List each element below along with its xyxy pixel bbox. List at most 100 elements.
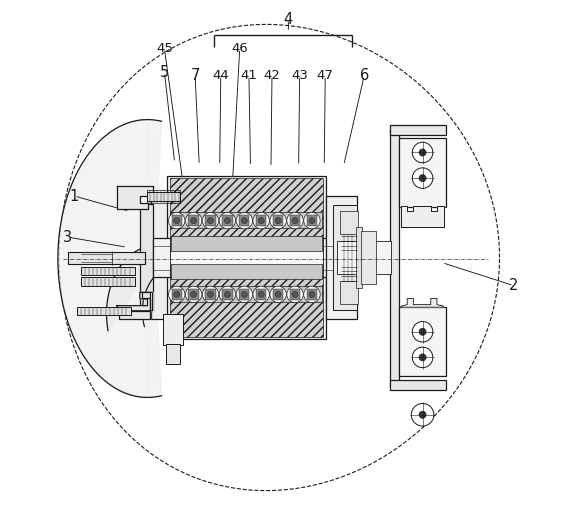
Text: 7: 7 xyxy=(190,68,200,83)
Bar xyxy=(68,252,145,264)
Circle shape xyxy=(309,291,315,298)
Circle shape xyxy=(253,212,269,229)
Bar xyxy=(188,289,199,300)
Circle shape xyxy=(275,217,281,224)
Text: 46: 46 xyxy=(231,42,248,55)
Polygon shape xyxy=(107,246,163,331)
Circle shape xyxy=(236,212,252,229)
Text: 47: 47 xyxy=(317,69,333,82)
Polygon shape xyxy=(117,186,153,210)
Circle shape xyxy=(303,286,320,303)
Text: 3: 3 xyxy=(63,230,72,245)
Bar xyxy=(153,238,337,277)
Circle shape xyxy=(203,286,219,303)
Circle shape xyxy=(292,217,298,224)
Polygon shape xyxy=(58,119,161,398)
Text: 5: 5 xyxy=(160,64,169,80)
Bar xyxy=(273,215,284,226)
Circle shape xyxy=(309,217,315,224)
Bar xyxy=(390,125,446,134)
Bar xyxy=(326,196,357,319)
Circle shape xyxy=(224,217,231,224)
Polygon shape xyxy=(117,293,153,311)
Circle shape xyxy=(168,286,185,303)
Bar xyxy=(340,281,357,304)
Bar xyxy=(337,241,391,274)
Bar xyxy=(205,289,215,300)
Bar xyxy=(171,215,182,226)
Bar xyxy=(390,381,446,390)
Circle shape xyxy=(270,286,286,303)
Circle shape xyxy=(207,217,214,224)
Bar xyxy=(151,196,174,319)
Bar xyxy=(167,344,180,364)
Circle shape xyxy=(258,291,264,298)
Text: 4: 4 xyxy=(284,12,293,27)
Text: 2: 2 xyxy=(509,278,518,293)
Circle shape xyxy=(224,291,231,298)
Circle shape xyxy=(191,291,197,298)
Bar xyxy=(239,215,249,226)
Text: 41: 41 xyxy=(241,69,257,82)
Circle shape xyxy=(412,321,433,342)
Circle shape xyxy=(412,142,433,163)
Circle shape xyxy=(236,286,252,303)
Circle shape xyxy=(419,411,426,418)
Bar xyxy=(390,129,399,386)
Bar xyxy=(170,178,323,253)
Bar xyxy=(256,289,266,300)
Bar xyxy=(307,289,317,300)
Bar xyxy=(170,262,323,337)
Bar xyxy=(290,289,300,300)
Bar xyxy=(399,307,446,376)
Circle shape xyxy=(191,217,197,224)
Bar xyxy=(340,211,357,234)
Bar xyxy=(307,215,317,226)
Bar xyxy=(239,289,249,300)
Circle shape xyxy=(270,212,286,229)
Bar xyxy=(167,176,326,339)
Circle shape xyxy=(411,403,434,426)
Circle shape xyxy=(303,212,320,229)
Circle shape xyxy=(412,347,433,368)
Circle shape xyxy=(258,217,264,224)
Text: 43: 43 xyxy=(291,69,308,82)
Circle shape xyxy=(174,217,180,224)
Circle shape xyxy=(419,149,426,156)
Bar xyxy=(222,289,232,300)
Bar xyxy=(188,215,199,226)
Circle shape xyxy=(253,286,269,303)
Polygon shape xyxy=(401,207,444,227)
Text: 44: 44 xyxy=(212,69,229,82)
Text: 1: 1 xyxy=(70,188,79,203)
Circle shape xyxy=(292,291,298,298)
Bar xyxy=(356,227,362,288)
Circle shape xyxy=(419,175,426,182)
Bar xyxy=(170,238,323,277)
Bar xyxy=(147,191,180,203)
Circle shape xyxy=(219,286,235,303)
Circle shape xyxy=(241,291,247,298)
Circle shape xyxy=(275,291,281,298)
Polygon shape xyxy=(117,293,150,319)
Circle shape xyxy=(412,168,433,188)
Circle shape xyxy=(203,212,219,229)
Bar xyxy=(163,314,183,345)
Bar xyxy=(290,215,300,226)
Bar xyxy=(140,204,153,311)
Bar xyxy=(147,193,180,201)
Bar xyxy=(171,286,322,302)
Circle shape xyxy=(185,212,202,229)
Circle shape xyxy=(174,291,180,298)
Bar xyxy=(171,212,322,228)
Circle shape xyxy=(419,354,426,361)
Bar xyxy=(81,267,134,276)
Bar xyxy=(333,205,357,310)
Circle shape xyxy=(219,212,235,229)
Bar xyxy=(399,138,446,208)
Circle shape xyxy=(185,286,202,303)
Text: 6: 6 xyxy=(360,68,369,83)
Bar xyxy=(77,306,131,315)
Polygon shape xyxy=(401,299,444,307)
Circle shape xyxy=(287,286,303,303)
